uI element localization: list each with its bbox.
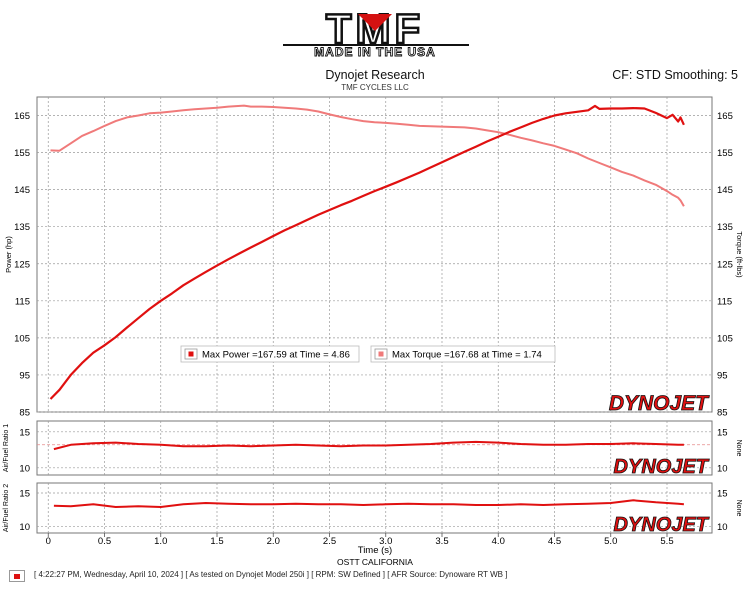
x-tick-label: 5.5	[660, 536, 673, 547]
power-line	[49, 104, 685, 400]
chart-title: Dynojet Research	[325, 68, 425, 82]
afr2-line	[53, 499, 685, 508]
afr1-watermark: DYNOJET	[614, 456, 710, 478]
x-tick-label: 3.0	[379, 536, 392, 547]
afr2-ylabel-right: None	[735, 500, 742, 517]
torque-line	[50, 104, 685, 207]
left-tick-label: 105	[14, 333, 30, 344]
chart-caption: OSTT CALIFORNIA	[337, 557, 413, 567]
afr1-left-tick: 15	[19, 427, 30, 438]
afr1-frame	[36, 420, 713, 476]
afr2-watermark: DYNOJET	[614, 514, 710, 536]
x-tick-label: 4.5	[548, 536, 561, 547]
legend-max-torque-text: Max Torque =167.68 at Time = 1.74	[392, 350, 542, 361]
chart-subtitle: TMF CYCLES LLC	[341, 83, 409, 92]
left-tick-label: 115	[15, 296, 30, 307]
x-tick-label: 2.5	[323, 536, 336, 547]
x-tick-label: 4.0	[492, 536, 505, 547]
afr1-line	[53, 440, 684, 451]
afr2-left-tick: 15	[19, 489, 30, 500]
legend-max-power-text: Max Power =167.59 at Time = 4.86	[202, 350, 350, 361]
x-tick-label: 3.5	[435, 536, 448, 547]
right-tick-label: 135	[717, 222, 733, 233]
tmf-logo: TMF MADE IN THE USA	[283, 4, 469, 59]
afr2-ylabel: Air/Fuel Ratio 2	[3, 484, 10, 532]
left-tick-label: 125	[14, 259, 30, 270]
right-tick-label: 165	[717, 111, 733, 122]
right-tick-label: 115	[717, 296, 732, 307]
left-tick-label: 95	[19, 370, 30, 381]
afr1-right-tick: 10	[717, 463, 728, 474]
run-marker-icon[interactable]	[9, 570, 25, 582]
logo-underline	[283, 44, 469, 46]
y-axis-right-title: Torque (ft-lbs)	[735, 231, 744, 278]
right-tick-label: 125	[717, 259, 733, 270]
x-tick-label: 5.0	[604, 536, 617, 547]
logo-tagline: MADE IN THE USA	[314, 45, 436, 59]
dynojet-watermark: DYNOJET	[609, 392, 710, 415]
x-tick-label: 0	[46, 536, 51, 547]
afr2-left-tick: 10	[19, 522, 30, 533]
afr1-left-tick: 10	[19, 463, 30, 474]
left-tick-label: 85	[19, 408, 30, 419]
legend-max-power-swatch	[188, 351, 194, 357]
left-tick-label: 155	[14, 148, 30, 159]
y-axis-left-title: Power (hp)	[4, 236, 13, 273]
legend-max-torque-box	[370, 345, 556, 363]
run-info: [ 4:22:27 PM, Wednesday, April 10, 2024 …	[34, 570, 508, 579]
x-tick-label: 1.5	[210, 536, 223, 547]
legend-max-power-box	[180, 345, 360, 363]
x-tick-label: 2.0	[267, 536, 280, 547]
right-tick-label: 155	[717, 148, 733, 159]
afr1-right-tick: 15	[717, 427, 728, 438]
correction-info: CF: STD Smoothing: 5	[612, 68, 738, 82]
x-axis-title: Time (s)	[358, 545, 392, 556]
right-tick-label: 105	[717, 333, 733, 344]
left-tick-label: 135	[14, 222, 30, 233]
left-tick-label: 145	[14, 185, 30, 196]
x-tick-label: 1.0	[154, 536, 167, 547]
right-tick-label: 145	[717, 185, 733, 196]
right-tick-label: 95	[717, 370, 728, 381]
afr1-ylabel-right: None	[735, 440, 742, 457]
afr2-frame	[36, 482, 713, 534]
legend-max-torque-swatch	[378, 351, 384, 357]
logo-red-triangle	[358, 14, 392, 31]
left-tick-label: 165	[14, 111, 30, 122]
afr2-right-tick: 10	[717, 522, 728, 533]
afr1-ylabel: Air/Fuel Ratio 1	[3, 424, 10, 472]
x-tick-label: 0.5	[98, 536, 111, 547]
right-tick-label: 85	[717, 408, 728, 419]
afr2-right-tick: 15	[717, 489, 728, 500]
